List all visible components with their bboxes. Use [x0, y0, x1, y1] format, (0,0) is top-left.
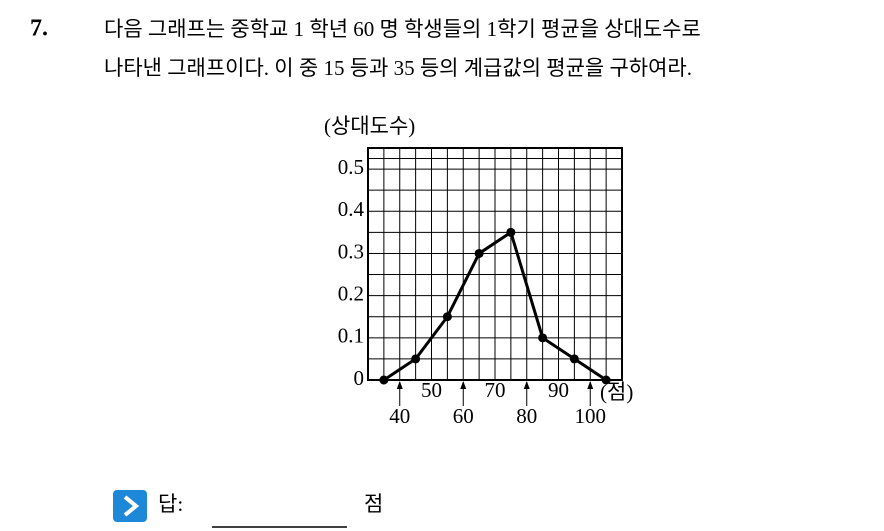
- answer-unit: 점: [364, 492, 383, 516]
- problem-line: 다음 그래프는 중학교 1 학년 60 명 학생들의 1학기 평균을 상대도수로: [104, 17, 701, 41]
- x-tick-label: 50: [421, 378, 442, 402]
- y-tick-label: 0: [354, 366, 365, 390]
- x-tick-label: 70: [485, 378, 506, 402]
- plot-frame: [367, 147, 623, 381]
- y-tick-label: 0.2: [338, 281, 364, 305]
- answer-icon-chevron: [123, 495, 140, 517]
- polygon-line: [383, 229, 607, 382]
- x-tick-label: 40: [389, 404, 410, 428]
- y-tick-label: 0.5: [338, 155, 364, 179]
- x-tick-label: 60: [453, 404, 474, 428]
- tick-arrowhead: [587, 381, 594, 389]
- y-tick-label: 0.4: [338, 197, 365, 221]
- y-axis-label: (상대도수): [324, 114, 415, 138]
- y-tick-label: 0.1: [338, 324, 364, 348]
- point: [411, 354, 421, 364]
- point: [601, 375, 611, 385]
- answer-label: 답:: [158, 492, 183, 516]
- point: [379, 375, 389, 385]
- point: [538, 333, 548, 343]
- y-tick-label: 0.3: [338, 239, 364, 263]
- point: [506, 227, 516, 237]
- problem-number: 7.: [30, 16, 48, 42]
- answer-icon: [113, 490, 147, 522]
- point: [474, 248, 484, 258]
- point: [442, 312, 452, 322]
- tick-arrowhead: [523, 381, 530, 389]
- x-tick-label: 90: [548, 378, 569, 402]
- tick-arrowhead: [460, 381, 467, 389]
- tick-arrowhead: [396, 381, 403, 389]
- problem-line: 나타낸 그래프이다. 이 중 15 등과 35 등의 계급값의 평균을 구하여라…: [104, 56, 692, 80]
- x-tick-label: 80: [516, 404, 537, 428]
- point: [569, 354, 579, 364]
- x-tick-label: 100: [575, 404, 607, 428]
